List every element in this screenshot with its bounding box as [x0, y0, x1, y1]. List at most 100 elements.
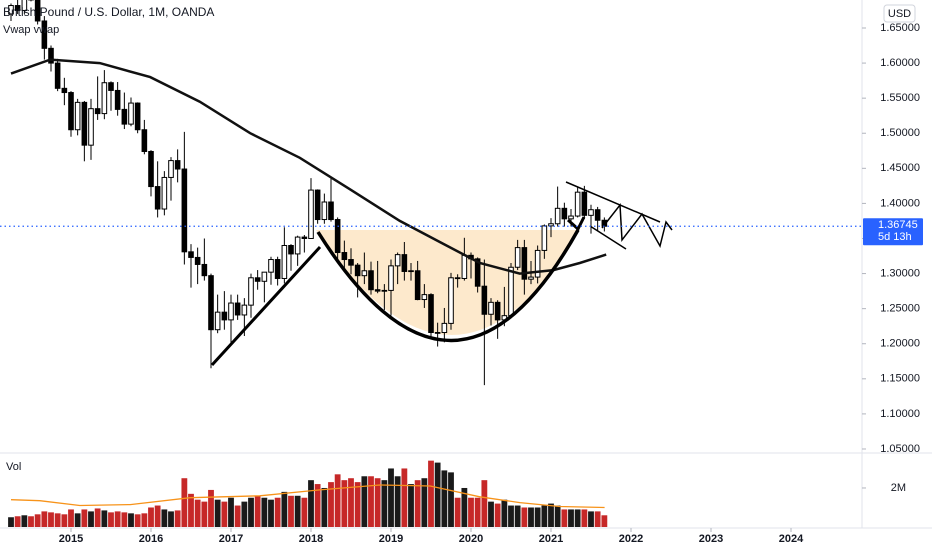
cup-curve	[316, 229, 580, 343]
arrow-head	[566, 216, 586, 232]
volume-bar	[101, 510, 108, 527]
candle-body	[381, 289, 388, 292]
volume-bar	[508, 505, 514, 527]
candle-body	[534, 249, 541, 278]
volume-bar	[588, 511, 594, 527]
candle-body	[401, 254, 408, 272]
volume-bar	[328, 482, 334, 527]
candle-body	[174, 160, 181, 170]
y-tick-label: 1.45000	[880, 162, 920, 174]
volume-bar	[134, 514, 141, 527]
candle-body	[54, 62, 61, 89]
candle-body	[594, 209, 601, 221]
channel-bottom	[589, 225, 627, 250]
volume-bar	[148, 507, 154, 527]
axes: 1.05000 1.10000 1.15000 1.20000 1.25000 1.300…	[59, 22, 920, 545]
candle-body	[241, 304, 248, 316]
candle-body	[328, 201, 334, 221]
volume-bar	[314, 484, 321, 527]
x-tick-label: 2016	[139, 533, 163, 545]
candle-body	[448, 277, 454, 324]
candle-body	[201, 263, 208, 277]
candle-body	[21, 0, 28, 11]
volume-bar	[141, 513, 148, 527]
volume-bar	[388, 468, 394, 527]
zigzag-projection	[601, 202, 673, 249]
candle-body	[374, 289, 381, 292]
candle-body	[574, 191, 581, 217]
candle-body	[294, 236, 301, 255]
volume-bar	[68, 509, 74, 527]
candle-body	[228, 302, 234, 321]
candle-body	[128, 102, 134, 125]
volume-bar	[554, 505, 561, 527]
volume-bar	[254, 495, 261, 527]
volume-bar	[408, 484, 414, 527]
volume-bar	[381, 480, 388, 527]
volume-bar	[401, 468, 408, 527]
volume-bar	[468, 497, 474, 527]
volume-bar	[188, 493, 194, 527]
candle-body	[181, 168, 188, 253]
candle-body	[428, 294, 434, 334]
indicator-label: Vwap vwap	[3, 24, 59, 36]
candle-body	[41, 20, 48, 49]
volume-bar	[454, 497, 461, 527]
candle-body	[488, 301, 494, 315]
candle-body	[308, 189, 314, 239]
volume-bar	[228, 497, 234, 527]
last-price-label: 1.36745	[878, 219, 918, 231]
volume-bar	[94, 508, 101, 527]
currency-label[interactable]: USD	[888, 8, 911, 20]
candle-body	[254, 277, 261, 282]
candle-body	[454, 277, 461, 280]
volume-pane	[8, 460, 608, 527]
candle-body	[368, 270, 374, 291]
x-tick-label: 2023	[699, 533, 723, 545]
volume-bar	[434, 462, 441, 527]
candle-body	[141, 129, 148, 152]
trend-line	[210, 245, 322, 367]
candle-body	[568, 215, 574, 220]
y-tick-label: 1.55000	[880, 92, 920, 104]
last-price-box	[863, 218, 923, 246]
y-tick-label: 1.20000	[880, 338, 920, 350]
volume-bar	[368, 476, 374, 527]
currency-box[interactable]	[883, 4, 916, 23]
candle-body	[61, 87, 68, 94]
candle-body	[521, 247, 528, 280]
volume-bar	[581, 509, 588, 527]
candle-body	[108, 82, 114, 91]
volume-bar	[54, 513, 61, 527]
volume-bar	[574, 509, 581, 527]
candle-body	[101, 82, 108, 115]
volume-bar	[441, 470, 448, 527]
candle-body	[348, 259, 354, 266]
volume-bar	[8, 517, 14, 527]
candle-body	[508, 266, 514, 317]
y-tick-label: 1.15000	[880, 373, 920, 385]
volume-bar	[361, 476, 368, 527]
candle-body	[188, 251, 194, 258]
volume-bar	[494, 503, 501, 527]
volume-label: Vol	[6, 461, 21, 473]
countdown-label: 5d 13h	[878, 231, 912, 243]
channel-top	[565, 181, 661, 223]
y-tick-label: 1.40000	[880, 197, 920, 209]
volume-bar	[174, 510, 181, 527]
candle-body	[581, 191, 588, 216]
volume-bar	[28, 516, 34, 527]
candle-body	[361, 270, 368, 277]
candle-body	[248, 277, 254, 306]
candle-body	[474, 258, 481, 287]
y-tick-label: 1.65000	[880, 22, 920, 34]
volume-bar	[48, 512, 54, 527]
volume-bar	[474, 497, 481, 527]
candle-body	[354, 264, 361, 277]
candle-body	[548, 223, 554, 227]
x-tick-label: 2018	[299, 533, 323, 545]
candle-body	[194, 256, 201, 265]
candle-body	[68, 92, 74, 131]
candle-body	[48, 47, 54, 64]
volume-bar	[34, 514, 41, 527]
